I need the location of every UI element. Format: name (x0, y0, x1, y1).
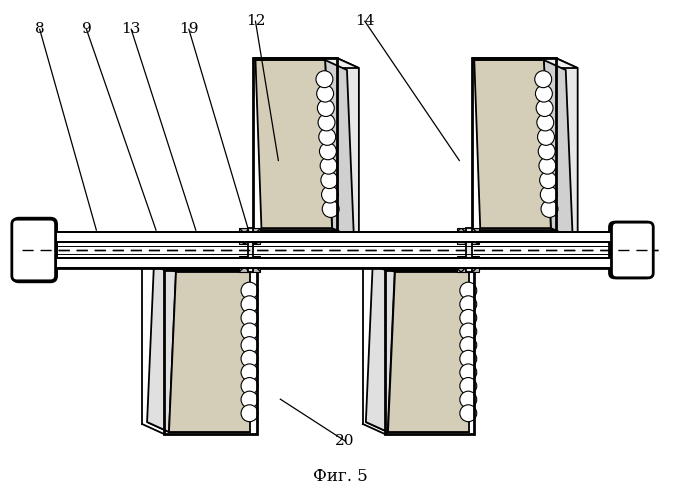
Text: 14: 14 (355, 14, 375, 28)
Polygon shape (474, 60, 551, 228)
Polygon shape (255, 60, 332, 228)
Text: 12: 12 (246, 14, 265, 28)
Text: 8: 8 (35, 22, 45, 36)
Polygon shape (325, 60, 354, 238)
Circle shape (538, 143, 555, 160)
Circle shape (241, 296, 258, 312)
Bar (466, 228, 473, 272)
Circle shape (320, 158, 337, 174)
FancyBboxPatch shape (12, 219, 56, 281)
Circle shape (318, 114, 335, 131)
Circle shape (460, 405, 477, 421)
Bar (164, 270, 257, 434)
Circle shape (536, 100, 553, 116)
Bar (238, 228, 261, 244)
Circle shape (241, 364, 258, 381)
Polygon shape (473, 58, 578, 68)
Polygon shape (544, 60, 572, 238)
Circle shape (540, 172, 557, 188)
Polygon shape (169, 272, 251, 432)
Bar (238, 256, 261, 272)
Polygon shape (147, 422, 251, 432)
Circle shape (541, 200, 558, 218)
Circle shape (538, 128, 555, 146)
Circle shape (241, 323, 258, 340)
Polygon shape (147, 262, 176, 432)
Circle shape (318, 128, 335, 146)
Text: 13: 13 (122, 22, 141, 36)
Bar (47, 258, 619, 268)
Bar (253, 58, 337, 230)
Bar (47, 232, 619, 268)
Circle shape (460, 296, 477, 312)
Polygon shape (366, 422, 469, 432)
Circle shape (460, 310, 477, 326)
Circle shape (241, 378, 258, 394)
Circle shape (316, 85, 333, 102)
Circle shape (317, 100, 334, 116)
Circle shape (460, 282, 477, 299)
FancyBboxPatch shape (612, 222, 653, 278)
Circle shape (241, 350, 258, 367)
Circle shape (319, 143, 336, 160)
Bar (248, 228, 253, 272)
Circle shape (537, 114, 554, 131)
Circle shape (540, 186, 557, 203)
Circle shape (322, 186, 338, 203)
Text: 19: 19 (179, 22, 198, 36)
Bar (47, 232, 619, 242)
Circle shape (241, 336, 258, 353)
Circle shape (241, 282, 258, 299)
Circle shape (460, 364, 477, 381)
FancyBboxPatch shape (13, 218, 56, 282)
Circle shape (460, 336, 477, 353)
Polygon shape (337, 58, 359, 240)
Circle shape (535, 71, 551, 88)
Circle shape (460, 323, 477, 340)
Text: 9: 9 (81, 22, 91, 36)
Circle shape (460, 350, 477, 367)
Polygon shape (366, 262, 394, 432)
Circle shape (241, 405, 258, 421)
Circle shape (536, 85, 552, 102)
Bar (473, 58, 556, 230)
Text: 20: 20 (335, 434, 354, 448)
Bar (458, 228, 479, 244)
Polygon shape (253, 58, 359, 68)
Bar (458, 256, 479, 272)
Bar (47, 258, 619, 268)
Circle shape (460, 378, 477, 394)
Circle shape (316, 71, 333, 88)
Circle shape (241, 310, 258, 326)
Circle shape (241, 391, 258, 408)
Polygon shape (556, 58, 578, 240)
FancyBboxPatch shape (610, 222, 651, 278)
Polygon shape (388, 272, 469, 432)
Circle shape (539, 158, 556, 174)
Bar (47, 232, 619, 242)
Circle shape (321, 172, 337, 188)
Circle shape (460, 391, 477, 408)
Bar (385, 270, 474, 434)
Text: Фиг. 5: Фиг. 5 (312, 468, 367, 485)
Circle shape (323, 200, 339, 218)
